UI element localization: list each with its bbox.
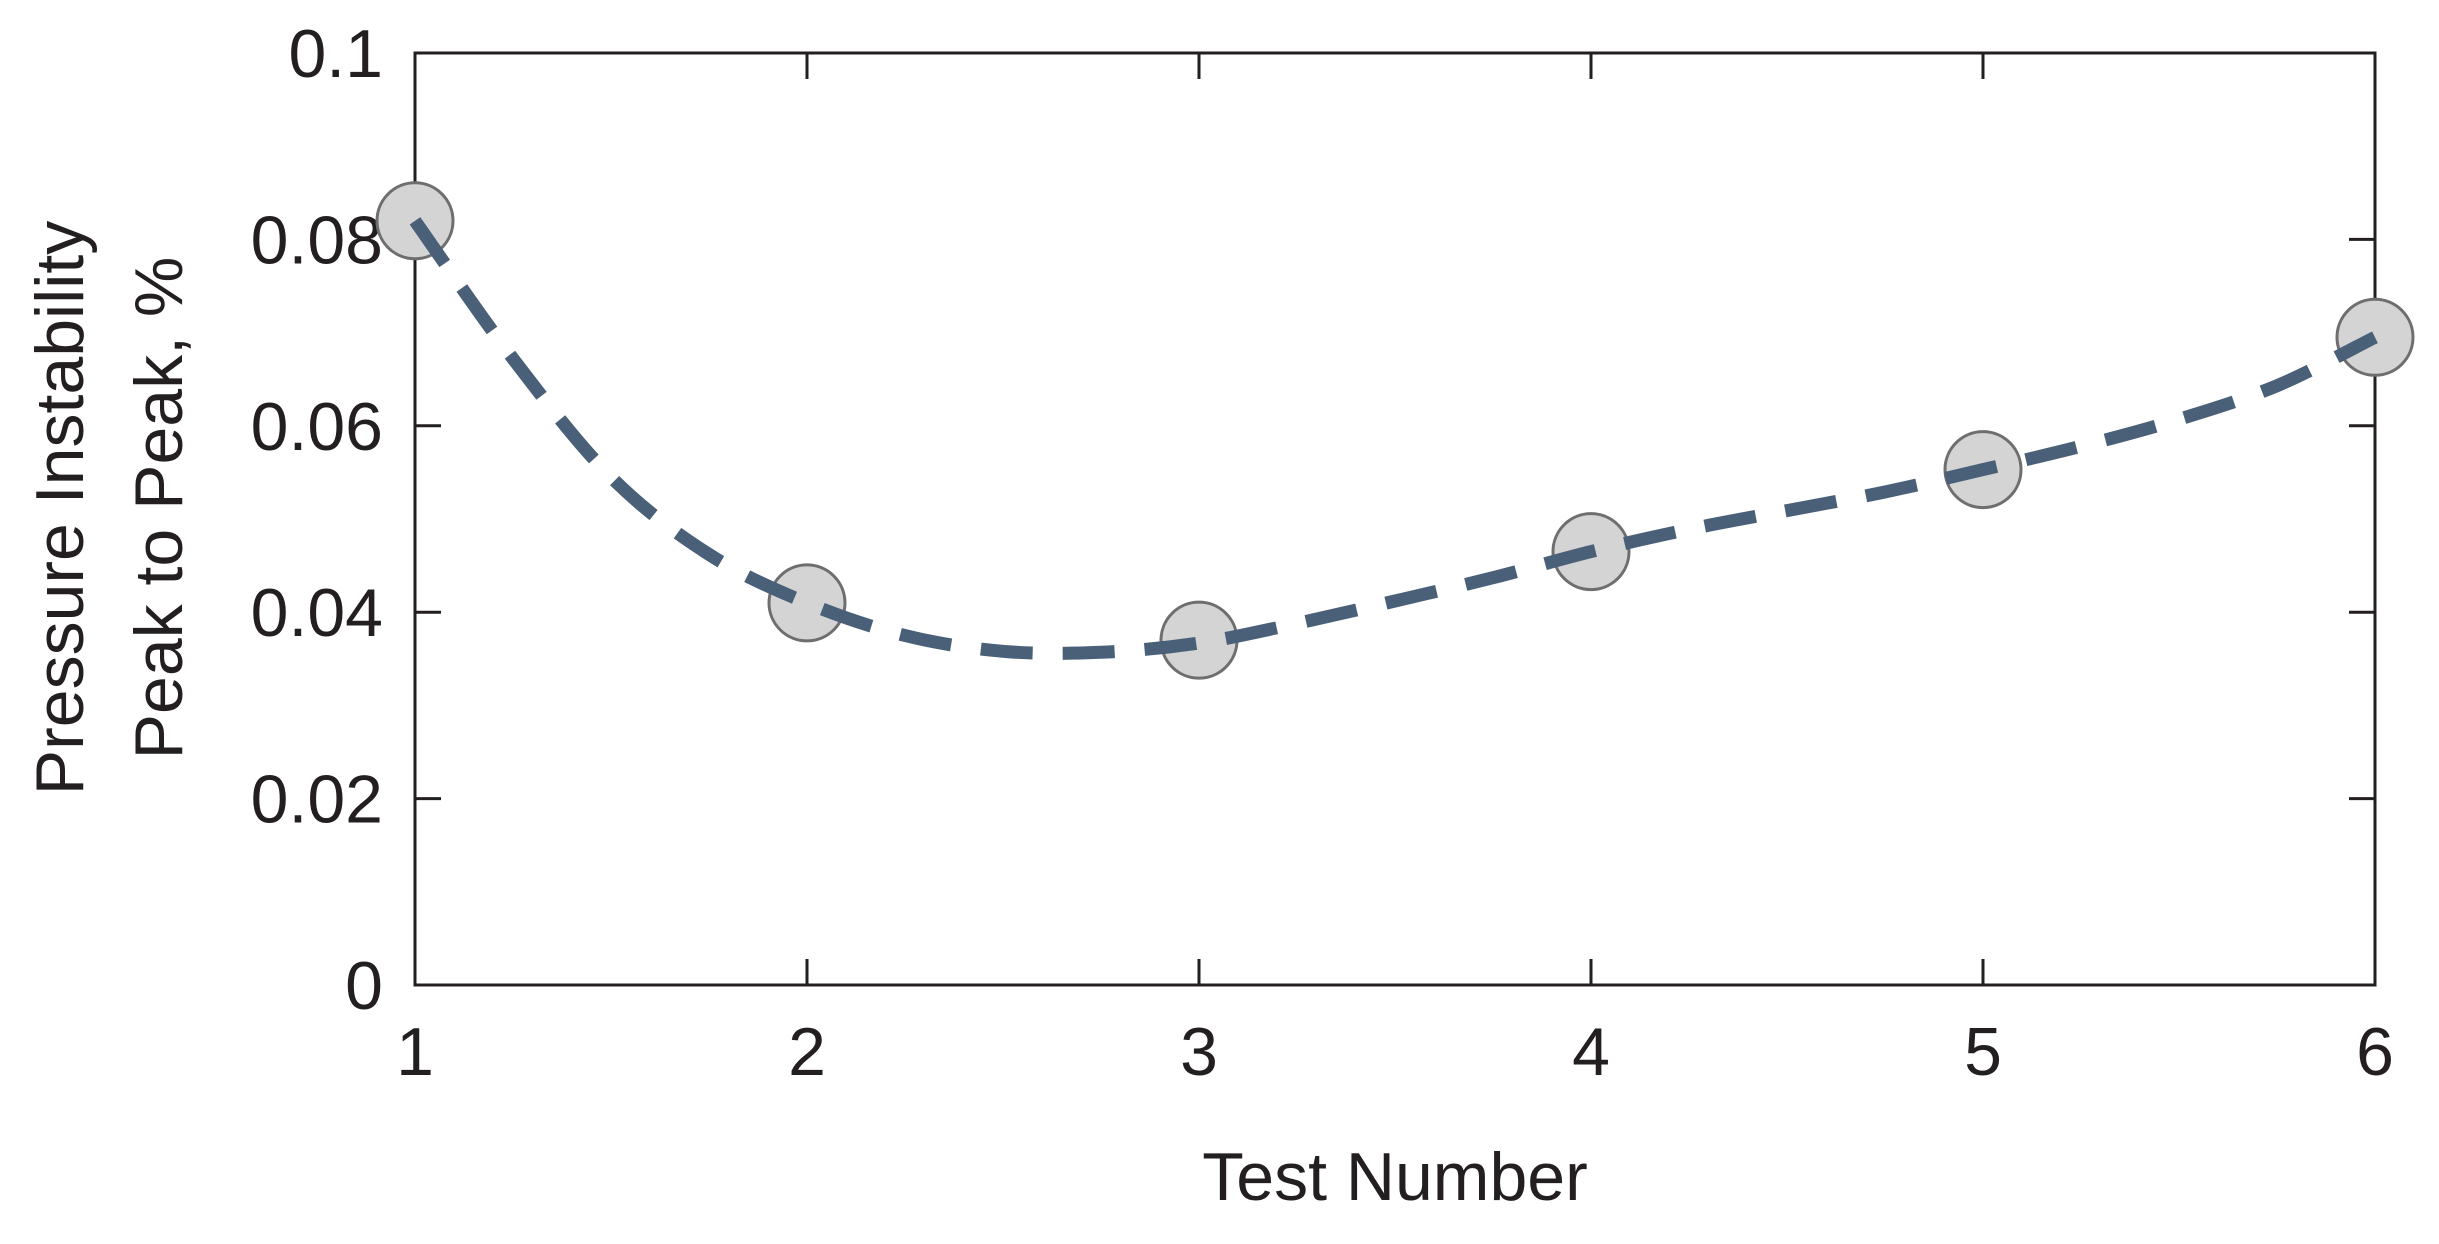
x-axis-title: Test Number xyxy=(1202,1139,1587,1215)
x-tick-label: 5 xyxy=(1964,1014,2002,1090)
x-tick-label: 2 xyxy=(788,1014,826,1090)
x-tick-label: 1 xyxy=(396,1014,434,1090)
y-axis-title-line-2: Peak to Peak, % xyxy=(121,257,197,760)
y-tick-label: 0.02 xyxy=(251,762,383,838)
x-tick-label: 4 xyxy=(1572,1014,1610,1090)
x-tick-label: 6 xyxy=(2356,1014,2394,1090)
y-tick-label: 0.06 xyxy=(251,389,383,465)
plot-area xyxy=(413,51,2377,987)
x-tick-label: 3 xyxy=(1180,1014,1218,1090)
data-point xyxy=(767,563,847,643)
plot-frame xyxy=(413,51,2377,987)
data-series xyxy=(375,181,2415,680)
y-tick-label: 0.1 xyxy=(288,16,383,92)
axis-ticks: 1 2 3 4 5 6 0 0.02 0.04 0.06 0.08 0.1 xyxy=(251,16,2394,1090)
y-tick-label: 0 xyxy=(345,948,383,1024)
trend-line xyxy=(409,217,2378,660)
y-tick-label: 0.08 xyxy=(251,202,383,278)
axis-labels: Test Number Pressure Instability Peak to… xyxy=(22,221,1588,1215)
y-axis-title-line-1: Pressure Instability xyxy=(22,221,98,795)
y-tick-label: 0.04 xyxy=(251,575,383,651)
data-point xyxy=(375,181,455,261)
data-point xyxy=(2335,297,2415,377)
